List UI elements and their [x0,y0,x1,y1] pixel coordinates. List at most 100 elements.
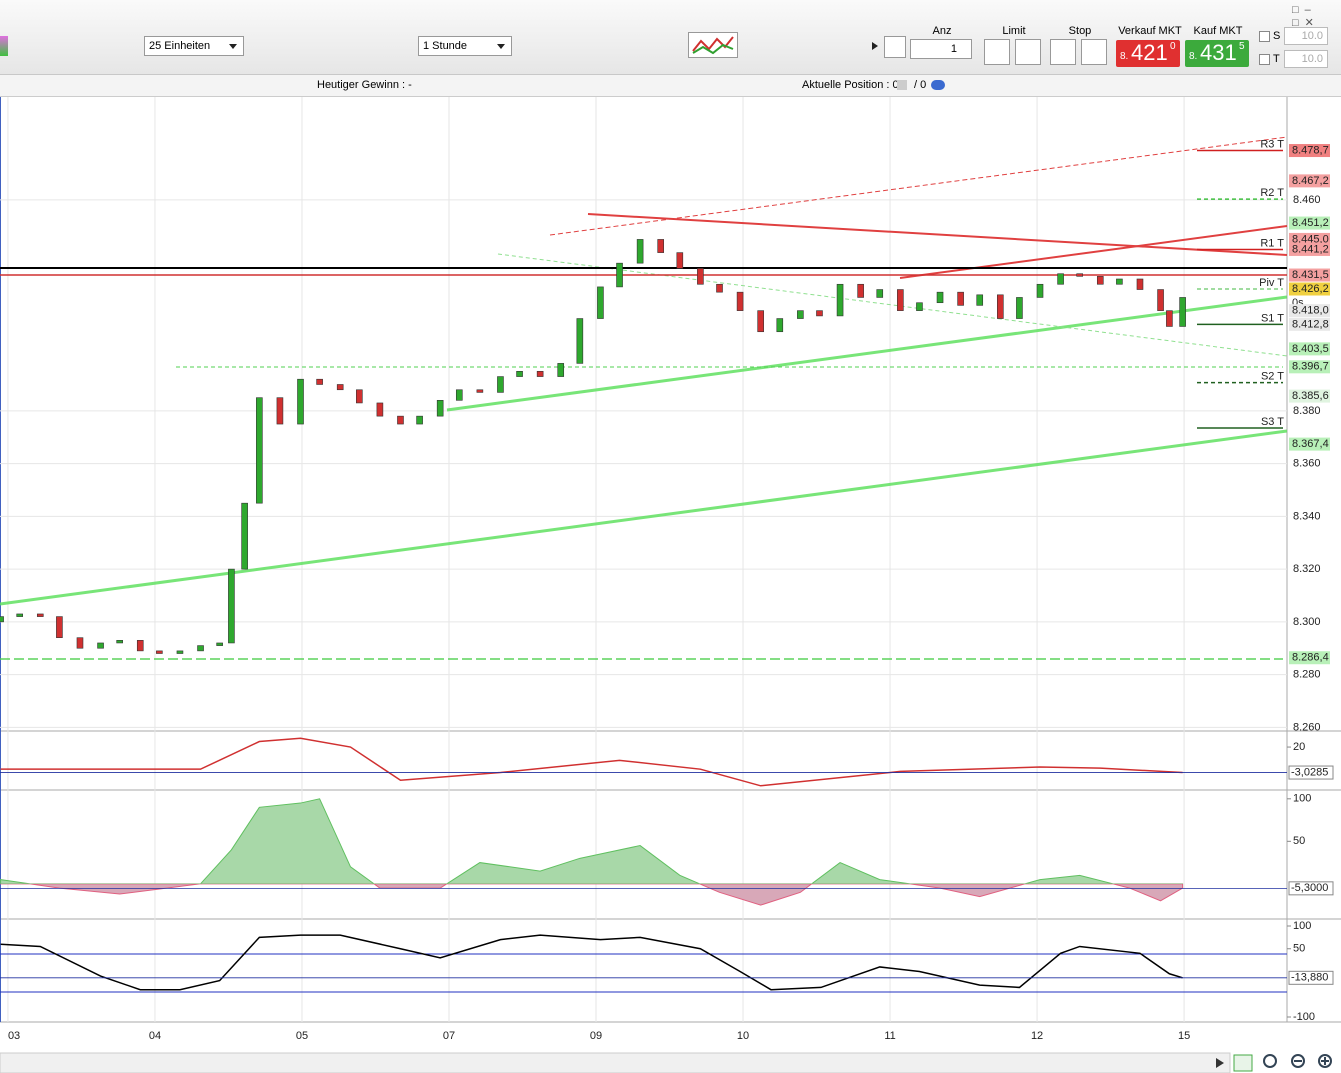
t-checkbox[interactable] [1259,54,1270,65]
gear-icon[interactable] [931,80,945,90]
pivot-label: S2 T [1261,371,1284,383]
candle-body [1157,289,1164,311]
candle-body [636,239,644,264]
trend-line [899,225,1288,279]
indicator-button[interactable] [688,32,738,58]
close-icon[interactable] [897,80,907,90]
y-tick-label: 50 [1293,943,1305,955]
zoom-out[interactable] [1291,1054,1305,1068]
x-tick-label: 05 [296,1030,308,1042]
expand-arrow[interactable] [872,42,882,50]
position-total: / 0 [914,79,927,91]
position: Aktuelle Position : 0 [802,79,899,91]
trend-line [587,213,1288,256]
candle-body [297,378,304,425]
buy-button[interactable]: 8. 431 5 [1185,40,1249,67]
buy-label: Kauf MKT [1193,25,1243,37]
price-level-label: 8.478,7 [1292,144,1329,156]
auto-scroll[interactable] [1233,1054,1253,1072]
candle-body [1136,278,1144,290]
price-level-box [1289,144,1330,158]
t-label: T [1273,53,1280,65]
candle-body [497,376,504,393]
price-level-label: 8.441,2 [1292,243,1329,255]
candle-body [97,642,104,649]
settings-button[interactable] [884,36,906,58]
candle-body [616,262,623,288]
candle-body [228,568,235,644]
candle-body [1016,297,1023,319]
candle-body [1166,310,1173,327]
y-tick-label: 8.300 [1293,616,1321,628]
candle-body [697,268,704,285]
stop-sell[interactable] [1081,39,1107,65]
stop-buy[interactable] [1050,39,1076,65]
oscillator-area [0,798,1184,884]
oscillator-area [0,883,1184,906]
candle-body [116,640,123,644]
x-tick-label: 03 [8,1030,20,1042]
price-level-box [1289,232,1330,246]
interval-select[interactable]: 1 Stunde [418,36,512,56]
price-level-box [1289,342,1330,356]
scrollbar[interactable] [0,1052,1231,1073]
indicator-line [0,737,1183,787]
candle-body [356,389,363,404]
price-level-box [1289,651,1330,665]
candle-body [276,397,284,425]
limit-sell[interactable] [1015,39,1041,65]
price-level-label: 8.418,0 [1292,305,1329,317]
y-tick-label: 100 [1293,920,1311,932]
qty-input[interactable]: 1 [910,39,972,59]
trend-line [549,136,1288,236]
s-checkbox[interactable] [1259,31,1270,42]
candle-body [1116,278,1123,285]
zoom-in[interactable] [1318,1054,1332,1068]
candle-body [1179,297,1186,327]
candle-body [1096,276,1104,285]
candle-body [316,378,323,385]
price-level-box [1289,360,1330,374]
units-select[interactable]: 25 Einheiten [144,36,244,56]
y-tick-label: 8.260 [1293,721,1321,733]
x-tick-label: 15 [1178,1030,1190,1042]
s-input[interactable]: 10.0 [1284,27,1328,45]
zoom-fit[interactable] [1263,1054,1277,1068]
y-tick-label: -100 [1293,1011,1315,1023]
limit-buy[interactable] [984,39,1010,65]
price-level-box [1289,282,1330,296]
window-controls[interactable]: □–□✕ [1292,4,1320,29]
x-tick-label: 07 [443,1030,455,1042]
candle-body [516,370,523,377]
pivot-label: R1 T [1260,237,1284,249]
current-label: -5,3000 [1291,882,1328,894]
candle-body [476,389,484,393]
t-input[interactable]: 10.0 [1284,50,1328,68]
icon[interactable] [0,36,8,56]
candle-body [976,294,984,306]
candle-body [657,239,665,253]
candle-body [76,637,84,649]
candle-body [416,415,423,425]
sell-button[interactable]: 8. 421 0 [1116,40,1180,67]
price-main: 431 [1200,40,1237,65]
price-level-box [1289,216,1330,230]
candle-body [36,613,44,617]
pivot-label: S1 T [1261,312,1284,324]
current-box [1288,881,1334,896]
scroll-right[interactable] [1216,1058,1224,1068]
zoom-in[interactable] [1321,1057,1329,1065]
trend-line [0,429,1288,606]
candle-body [455,389,463,401]
candle-body [836,283,844,317]
price-level-label: 8.396,7 [1292,361,1329,373]
pivot-label: R2 T [1260,187,1284,199]
price-level-label: 8.286,4 [1292,652,1329,664]
price-level-box [1289,437,1330,451]
candle-body [56,616,63,638]
status-bar: Heutiger Gewinn : - Aktuelle Position : … [0,75,1341,97]
candle-body [156,650,163,654]
y-tick-label: 8.340 [1293,510,1321,522]
price-level-box [1289,268,1330,282]
